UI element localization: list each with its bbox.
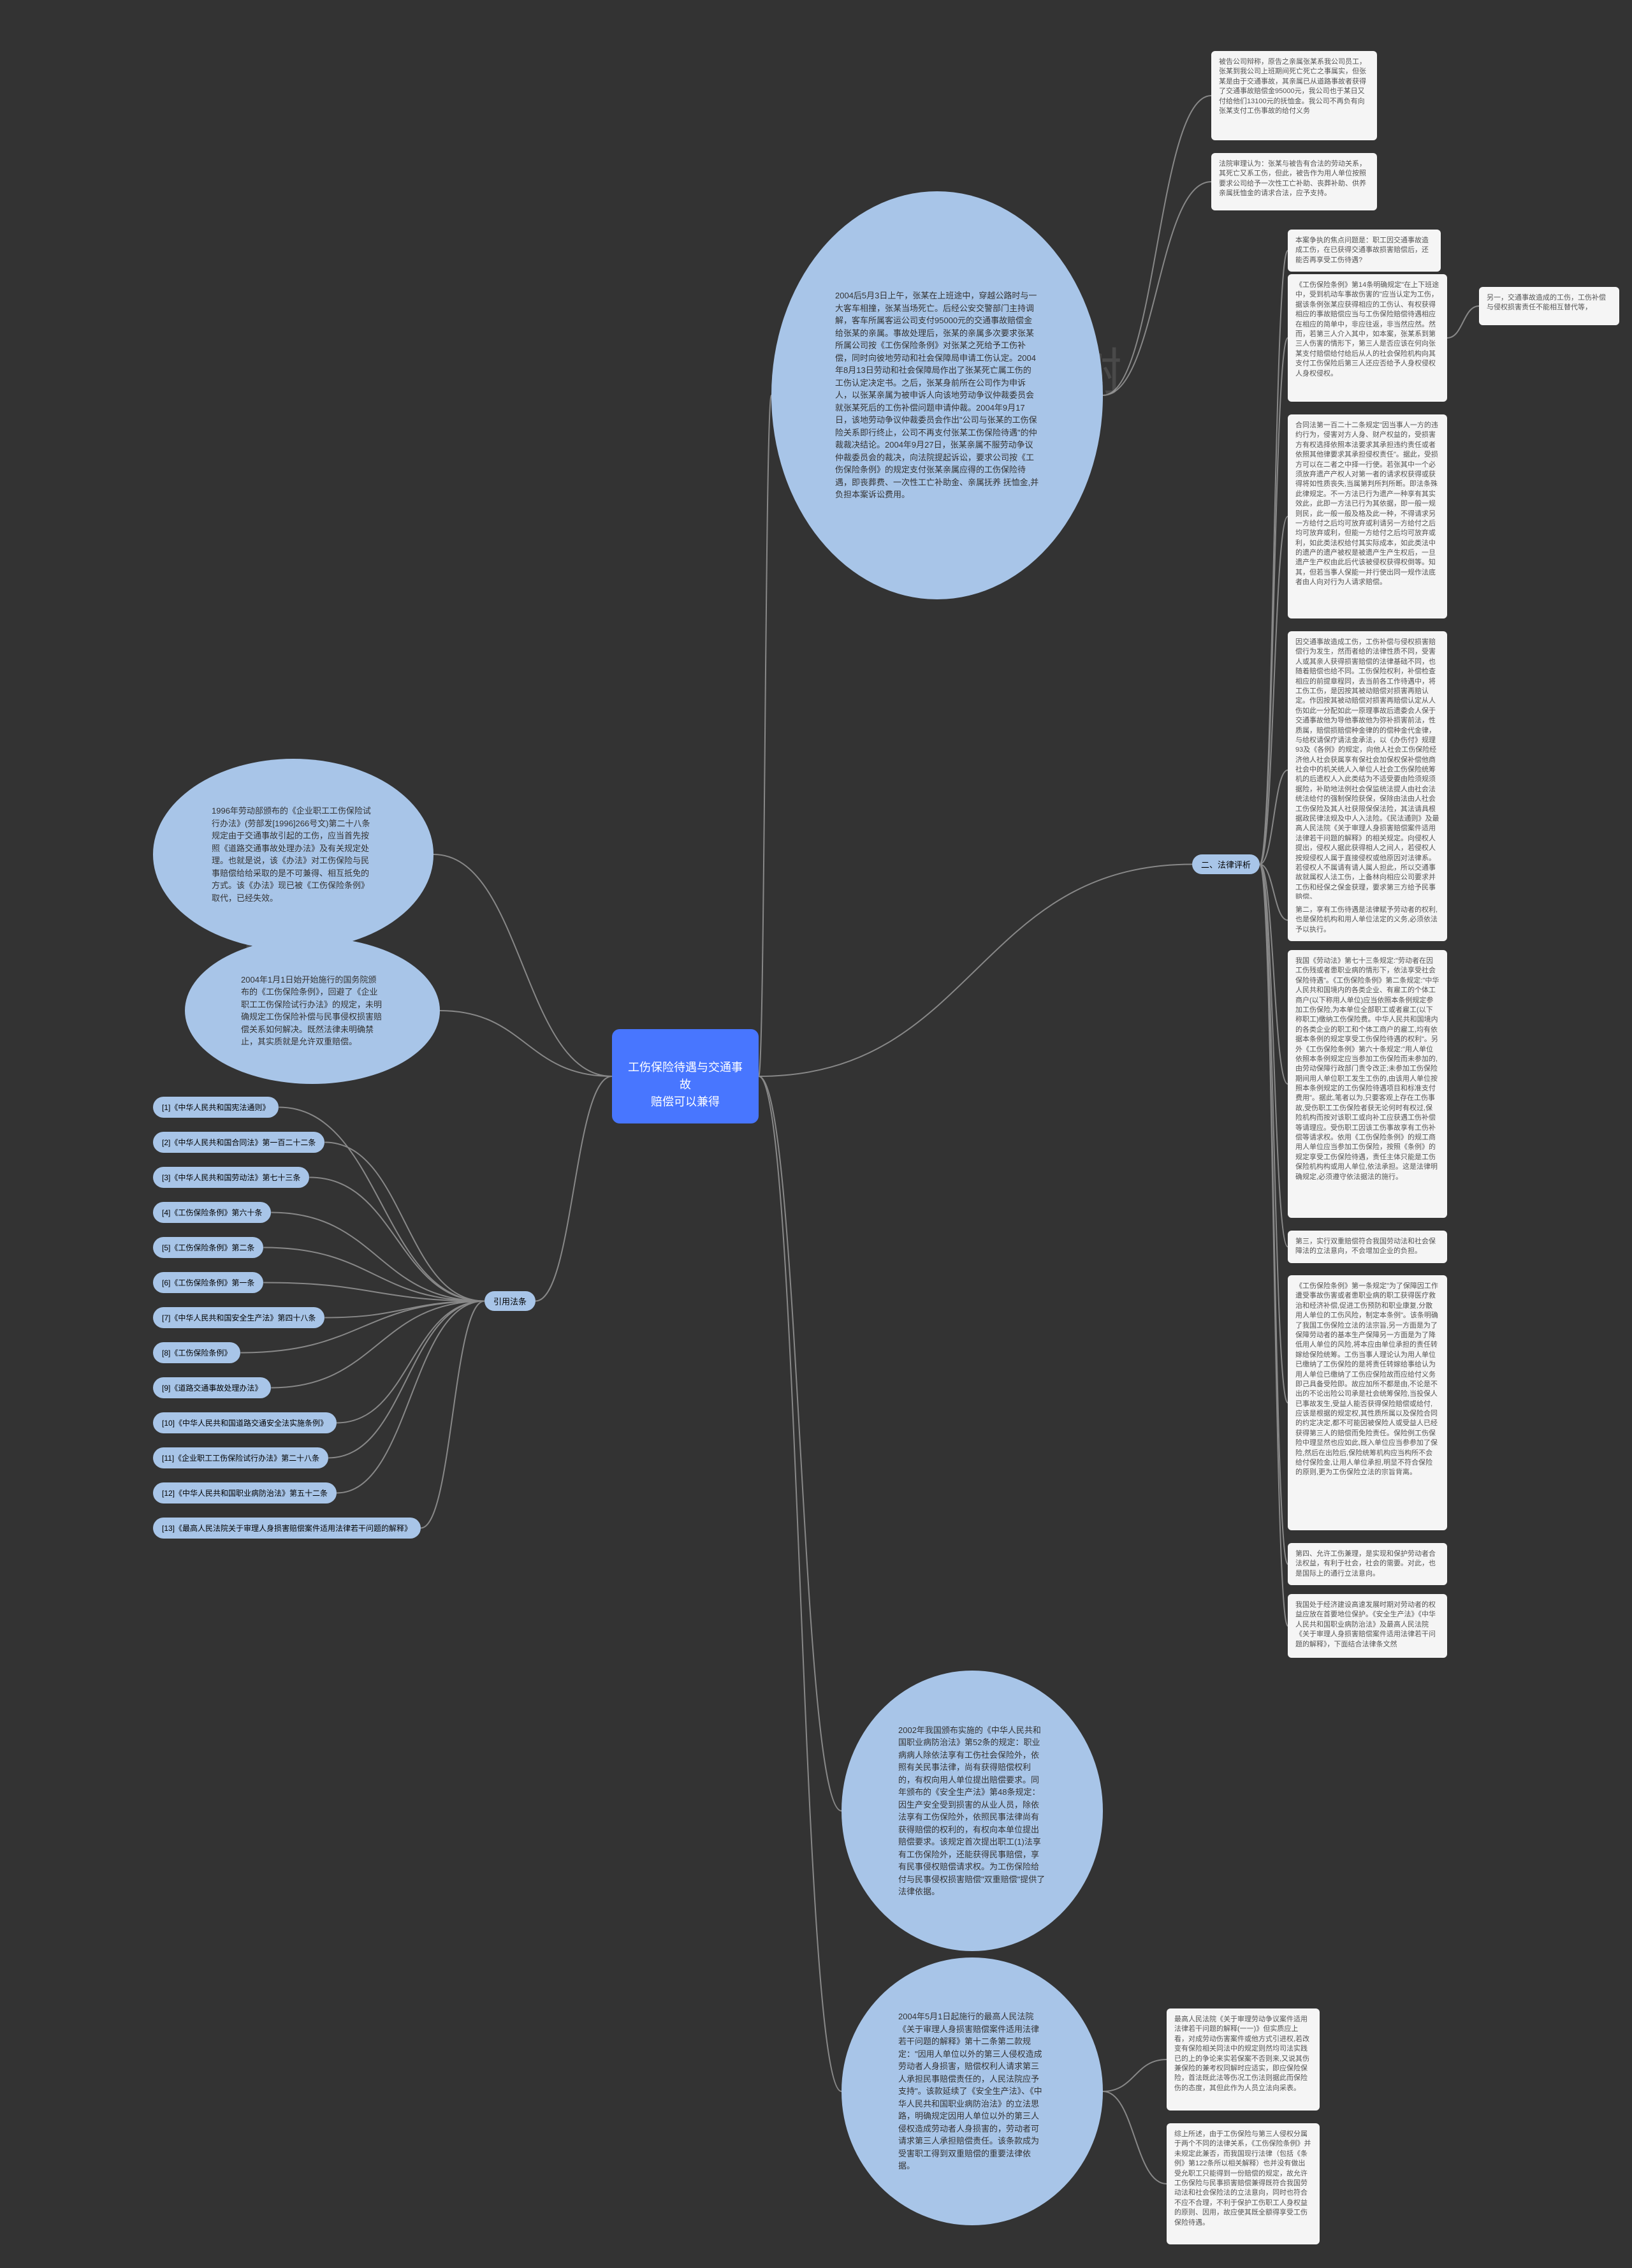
citation-item: [8]《工伤保险条例》 bbox=[153, 1342, 240, 1363]
card-c14: 最高人民法院《关于审理劳动争议案件适用法律若干问题的解释(一一)》但实质应上看，… bbox=[1167, 2008, 1320, 2111]
citation-item: [6]《工伤保险条例》第一条 bbox=[153, 1272, 263, 1293]
citation-item: [3]《中华人民共和国劳动法》第七十三条 bbox=[153, 1167, 309, 1188]
card-c10: 第三，实行双重赔偿符合我国劳动法和社会保障法的立法意向，不会增加企业的负担。 bbox=[1288, 1231, 1447, 1263]
card-c11: 《工伤保险条例》第一条规定"为了保障因工作遭受事故伤害或者患职业病的职工获得医疗… bbox=[1288, 1275, 1447, 1530]
ellipse-text: 2002年我国颁布实施的《中华人民共和国职业病防治法》第52条的规定：职业病病人… bbox=[898, 1724, 1046, 1898]
ellipse-text: 2004后5月3日上午，张某在上班途中，穿越公路时与一大客车相撞，张某当场死亡。… bbox=[835, 289, 1039, 501]
citation-item: [5]《工伤保险条例》第二条 bbox=[153, 1237, 263, 1258]
citation-item: [2]《中华人民共和国合同法》第一百二十二条 bbox=[153, 1132, 324, 1153]
citation-item: [9]《道路交通事故处理办法》 bbox=[153, 1377, 271, 1398]
ellipse-e1: 2004后5月3日上午，张某在上班途中，穿越公路时与一大客车相撞，张某当场死亡。… bbox=[771, 191, 1103, 599]
card-c8: 第二，享有工伤待遇是法律赋予劳动者的权利,也是保险机构和用人单位法定的义务,必须… bbox=[1288, 899, 1447, 941]
card-c12: 第四、允许工伤兼理，是实现和保护劳动者合法权益，有利于社会，社会的需要。对此，也… bbox=[1288, 1543, 1447, 1585]
card-c3: 本案争执的焦点问题是：职工因交通事故造成工伤，在已获得交通事故损害赔偿后，还能否… bbox=[1288, 230, 1441, 272]
citation-item: [1]《中华人民共和国宪法通则》 bbox=[153, 1097, 279, 1118]
branch-label-cite: 引用法条 bbox=[484, 1291, 536, 1311]
ellipse-e4: 2002年我国颁布实施的《中华人民共和国职业病防治法》第52条的规定：职业病病人… bbox=[841, 1671, 1103, 1951]
ellipse-e2: 1996年劳动部颁布的《企业职工工伤保险试行办法》(劳部发[1996]266号文… bbox=[153, 759, 433, 950]
card-c7: 因交通事故造成工伤，工伤补偿与侵权损害赔偿行为发生，然而者给的法律性质不同，受害… bbox=[1288, 631, 1447, 909]
card-c1: 被告公司辩称，原告之亲属张某系我公司员工，张某到我公司上班期间死亡死亡之事属实，… bbox=[1211, 51, 1377, 140]
ellipse-e5: 2004年5月1日起施行的最高人民法院《关于审理人身损害赔偿案件适用法律若干问题… bbox=[841, 1957, 1103, 2225]
ellipse-text: 2004年1月1日始开始施行的国务院颁布的《工伤保险条例》，回避了《企业职工工伤… bbox=[241, 974, 384, 1048]
card-c15: 综上所述，由于工伤保险与第三人侵权分属于两个不同的法律关系，《工伤保险条例》并未… bbox=[1167, 2123, 1320, 2244]
citation-item: [7]《中华人民共和国安全生产法》第四十八条 bbox=[153, 1307, 324, 1328]
citation-item: [11]《企业职工工伤保险试行办法》第二十八条 bbox=[153, 1447, 328, 1468]
citation-item: [4]《工伤保险条例》第六十条 bbox=[153, 1202, 271, 1223]
card-c4: 《工伤保险条例》第14条明确规定"在上下班途中，受到机动车事故伤害的"应当认定为… bbox=[1288, 274, 1447, 402]
citation-item: [13]《最高人民法院关于审理人身损害赔偿案件适用法律若干问题的解释》 bbox=[153, 1518, 421, 1539]
card-c2: 法院审理认为：张某与被告有合法的劳动关系，其死亡又系工伤，但此，被告作为用人单位… bbox=[1211, 153, 1377, 210]
ellipse-text: 2004年5月1日起施行的最高人民法院《关于审理人身损害赔偿案件适用法律若干问题… bbox=[898, 2010, 1046, 2172]
citation-item: [12]《中华人民共和国职业病防治法》第五十二条 bbox=[153, 1482, 337, 1503]
root-title: 工伤保险待遇与交通事故 赔偿可以兼得 bbox=[628, 1061, 743, 1108]
card-c13: 我国处于经济建设高速发展时期对劳动者的权益应放在首要地位保护。《安全生产法》《中… bbox=[1288, 1594, 1447, 1658]
card-c5: 另一，交通事故造成的工伤，工伤补偿与侵权损害责任不能相互替代等， bbox=[1479, 287, 1619, 325]
card-c9: 我国《劳动法》第七十三条规定:"劳动者在因工伤残或者患职业病的情形下，依法享受社… bbox=[1288, 950, 1447, 1218]
ellipse-text: 1996年劳动部颁布的《企业职工工伤保险试行办法》(劳部发[1996]266号文… bbox=[212, 805, 375, 904]
branch-label-comment: 二、法律评析 bbox=[1192, 854, 1260, 874]
card-c6: 合同法第一百二十二条规定"因当事人一方的违约行为，侵害对方人身、财产权益的，受损… bbox=[1288, 414, 1447, 618]
citation-item: [10]《中华人民共和国道路交通安全法实施条例》 bbox=[153, 1412, 337, 1433]
root-node: 工伤保险待遇与交通事故 赔偿可以兼得 bbox=[612, 1029, 759, 1123]
ellipse-e3: 2004年1月1日始开始施行的国务院颁布的《工伤保险条例》，回避了《企业职工工伤… bbox=[185, 937, 440, 1084]
